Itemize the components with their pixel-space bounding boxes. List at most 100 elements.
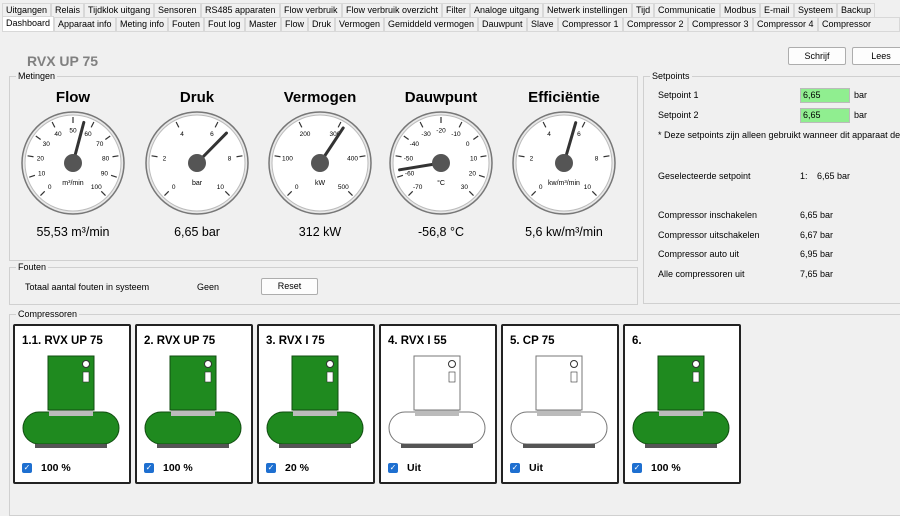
compressor-status: 100 %: [651, 462, 681, 474]
gauge-value: -56,8 °C: [418, 225, 464, 239]
gauge-tick-label: 20: [469, 171, 477, 178]
gauge-unit: kw/m³/min: [548, 180, 580, 187]
tank: [144, 411, 242, 445]
compressor-name: 3. RVX I 75: [266, 335, 325, 347]
threshold-value: 6,65 bar: [800, 210, 834, 220]
checkbox[interactable]: ✓: [144, 463, 154, 473]
tab[interactable]: Gemiddeld vermogen: [384, 17, 479, 31]
tab[interactable]: Slave: [527, 17, 558, 31]
gauge-tick-label: 30: [461, 184, 469, 191]
tab[interactable]: Tijdklok uitgang: [84, 3, 155, 17]
tab[interactable]: Dashboard: [2, 16, 55, 32]
tab[interactable]: Compressor 1: [558, 17, 623, 31]
tab[interactable]: Communicatie: [654, 3, 720, 17]
gauge-title: Vermogen: [284, 89, 357, 106]
gauge-tick-label: 300: [330, 131, 341, 138]
tab[interactable]: Fout log: [204, 17, 245, 31]
tab[interactable]: Master: [245, 17, 281, 31]
gauge-tick-label: 0: [172, 184, 176, 191]
tank: [388, 411, 486, 445]
gauge-tick: [40, 190, 46, 196]
gauge-tick-label: -10: [451, 131, 461, 138]
tank: [266, 411, 364, 445]
checkbox[interactable]: ✓: [266, 463, 276, 473]
gauge-tick-label: 2: [163, 155, 167, 162]
tab[interactable]: Compressor 4: [753, 17, 818, 31]
gauge-tick-label: 0: [295, 184, 299, 191]
tab[interactable]: Dauwpunt: [478, 17, 527, 31]
tab[interactable]: Compressor 3: [688, 17, 753, 31]
gauge-tick: [347, 190, 353, 196]
gauge-tick: [151, 155, 158, 158]
gauge-tick-label: 200: [300, 131, 311, 138]
checkbox[interactable]: ✓: [22, 463, 32, 473]
tab[interactable]: Flow verbruik: [280, 3, 342, 17]
tab[interactable]: Backup: [837, 3, 876, 17]
setpoint-unit: bar: [854, 90, 868, 100]
checkbox[interactable]: ✓: [510, 463, 520, 473]
threshold-value: 7,65 bar: [800, 268, 834, 279]
gauge-tick: [164, 190, 170, 196]
gauge-tick-label: 4: [547, 131, 551, 138]
gauge-title: Efficiëntie: [528, 89, 600, 106]
checkbox[interactable]: ✓: [632, 463, 642, 473]
compressor-card: 2. RVX UP 75 ✓ 100 %: [135, 324, 253, 484]
tab[interactable]: Tijd: [632, 3, 655, 17]
checkbox[interactable]: ✓: [388, 463, 398, 473]
gauge-tick: [480, 155, 487, 158]
compressor-image: [510, 355, 608, 448]
gauge-tick: [359, 155, 366, 158]
tab[interactable]: Uitgangen: [2, 3, 52, 17]
gauge-tick: [468, 190, 474, 196]
tab[interactable]: Sensoren: [154, 3, 201, 17]
tab[interactable]: Netwerk instellingen: [543, 3, 632, 17]
tab[interactable]: Flow verbruik overzicht: [342, 3, 443, 17]
tab[interactable]: Fouten: [168, 17, 205, 31]
tab[interactable]: Modbus: [720, 3, 761, 17]
compressor-image: [22, 355, 120, 448]
tab[interactable]: Druk: [308, 17, 336, 31]
group-label: Compressoren: [16, 309, 80, 319]
setpoint-note: * Deze setpoints zijn alleen gebruikt wa…: [658, 130, 900, 140]
tab[interactable]: Compressor efficiëntie: [818, 17, 900, 42]
tab[interactable]: Flow: [281, 17, 309, 31]
gauge-tick-label: 90: [101, 171, 109, 178]
tab[interactable]: Compressor 2: [623, 17, 688, 31]
gauge-tick-label: 100: [91, 184, 102, 191]
compressor-name: 4. RVX I 55: [388, 335, 447, 347]
panel-icon: [204, 371, 212, 383]
group-label: Fouten: [16, 262, 49, 272]
gauge-tick: [100, 190, 106, 196]
tab[interactable]: Systeem: [794, 3, 838, 17]
selected-label: Geselecteerde setpoint: [658, 171, 751, 181]
gauge-tick: [175, 121, 180, 128]
tab[interactable]: Vermogen: [335, 17, 385, 31]
gauge-tick: [27, 155, 34, 158]
gauge-tick: [105, 135, 111, 140]
tab[interactable]: Filter: [442, 3, 470, 17]
gauge-tick: [603, 155, 610, 158]
tab[interactable]: Meting info: [116, 17, 169, 31]
panel-icon: [448, 371, 456, 383]
tab[interactable]: Analoge uitgang: [470, 3, 544, 17]
tab[interactable]: Apparaat info: [54, 17, 116, 31]
setpoint-input[interactable]: 6,65: [800, 88, 850, 103]
gauge-icon: [448, 360, 456, 368]
button[interactable]: Schrijf: [788, 47, 846, 65]
feet: [157, 444, 229, 448]
button[interactable]: Lees: [852, 47, 900, 65]
gauge-tick-label: 10: [584, 184, 592, 191]
tab[interactable]: RS485 apparaten: [201, 3, 280, 17]
button[interactable]: Reset: [261, 278, 318, 295]
tab[interactable]: Relais: [51, 3, 85, 17]
gauge-unit: m³/min: [62, 180, 83, 187]
setpoint-input[interactable]: 6,65: [800, 108, 850, 123]
gauge-tick: [581, 121, 586, 128]
compressor-image: [632, 355, 730, 448]
gauge-tick: [90, 121, 95, 128]
gauge-tick: [337, 121, 342, 128]
gauge-tick-label: 30: [43, 141, 51, 148]
gauge-tick: [236, 155, 243, 158]
tab[interactable]: E-mail: [760, 3, 794, 17]
compressor-body: [535, 355, 583, 411]
